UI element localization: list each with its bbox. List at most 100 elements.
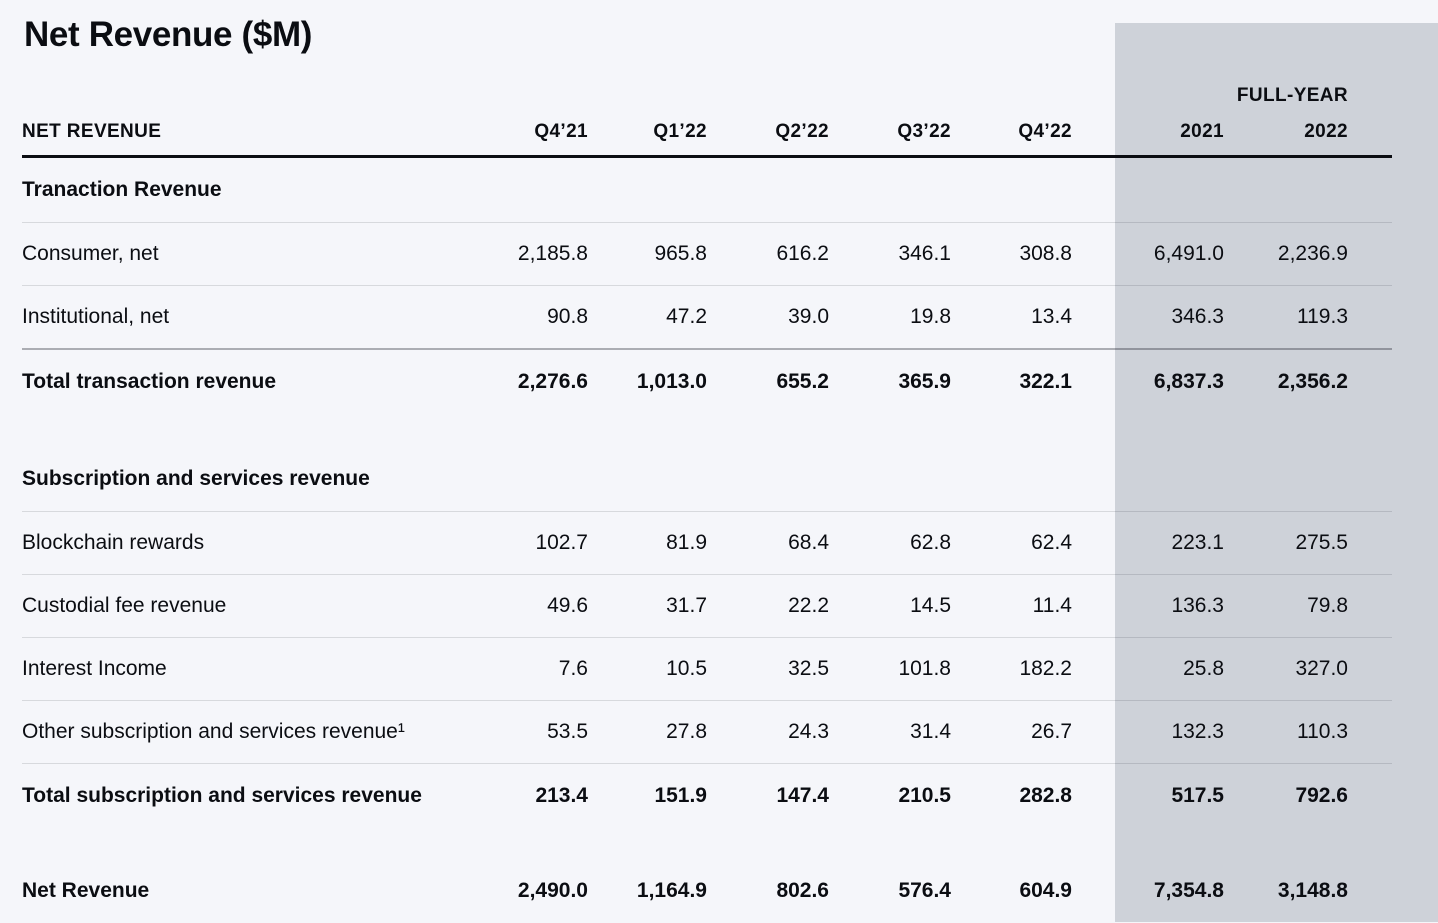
row-label: Blockchain rewards (22, 531, 205, 554)
row-label: Interest Income (22, 657, 167, 680)
page-title: Net Revenue ($M) (24, 15, 313, 54)
cell-q4-21: 53.5 (547, 720, 588, 743)
cell-q2-22: 22.2 (788, 594, 829, 617)
full-year-highlight-band (1115, 23, 1438, 922)
cell-q1-22: 81.9 (666, 531, 707, 554)
table-body: Tranaction Revenue Consumer, net 2,185.8… (22, 158, 1392, 923)
table-row: Total transaction revenue 2,276.6 1,013.… (22, 350, 1392, 414)
cell-fy-2021: 6,837.3 (1153, 370, 1224, 393)
cell-q3-22: 210.5 (898, 784, 951, 807)
cell-q2-22: 39.0 (788, 305, 829, 328)
table-row: Interest Income 7.6 10.5 32.5 101.8 182.… (22, 638, 1392, 701)
cell-q4-21: 7.6 (558, 657, 588, 680)
table-row: Other subscription and services revenue¹… (22, 701, 1392, 764)
table-row: Subscription and services revenue (22, 447, 1392, 512)
column-header-q2-22: Q2’22 (775, 121, 829, 142)
table-row: Total subscription and services revenue … (22, 764, 1392, 828)
column-header-net-revenue: NET REVENUE (22, 121, 162, 142)
cell-q1-22: 27.8 (666, 720, 707, 743)
cell-fy-2022: 275.5 (1295, 531, 1348, 554)
cell-fy-2022: 119.3 (1297, 305, 1348, 328)
cell-fy-2022: 79.8 (1307, 594, 1348, 617)
cell-q4-21: 102.7 (535, 531, 588, 554)
cell-fy-2021: 223.1 (1171, 531, 1224, 554)
row-label: Subscription and services revenue (22, 467, 370, 490)
cell-q4-22: 13.4 (1031, 305, 1072, 328)
table-row: Blockchain rewards 102.7 81.9 68.4 62.8 … (22, 512, 1392, 575)
table-header-row: NET REVENUE Q4’21 Q1’22 Q2’22 Q3’22 Q4’2… (22, 107, 1392, 155)
cell-fy-2021: 136.3 (1171, 594, 1224, 617)
full-year-header-row: FULL-YEAR (22, 81, 1392, 107)
cell-q4-22: 308.8 (1019, 242, 1072, 265)
cell-fy-2022: 110.3 (1297, 720, 1348, 743)
column-header-fy-2022: 2022 (1304, 121, 1348, 142)
row-label: Total transaction revenue (22, 370, 277, 393)
row-label: Other subscription and services revenue¹ (22, 720, 405, 743)
cell-q3-22: 346.1 (898, 242, 951, 265)
cell-q1-22: 1,164.9 (636, 879, 707, 902)
cell-q1-22: 10.5 (666, 657, 707, 680)
cell-q4-22: 11.4 (1032, 594, 1072, 617)
cell-q4-22: 26.7 (1031, 720, 1072, 743)
cell-fy-2021: 346.3 (1171, 305, 1224, 328)
row-label: Net Revenue (22, 879, 150, 902)
cell-fy-2022: 3,148.8 (1277, 879, 1348, 902)
row-label: Tranaction Revenue (22, 178, 222, 201)
table-row: Net Revenue 2,490.0 1,164.9 802.6 576.4 … (22, 859, 1392, 923)
cell-q4-21: 2,490.0 (517, 879, 588, 902)
cell-q4-21: 90.8 (547, 305, 588, 328)
table-row: Institutional, net 90.8 47.2 39.0 19.8 1… (22, 286, 1392, 350)
cell-q1-22: 47.2 (666, 305, 707, 328)
table-row: Tranaction Revenue (22, 158, 1392, 223)
row-label: Consumer, net (22, 242, 159, 265)
table-row: Custodial fee revenue 49.6 31.7 22.2 14.… (22, 575, 1392, 638)
cell-q4-21: 2,185.8 (517, 242, 588, 265)
cell-q3-22: 101.8 (898, 657, 951, 680)
header-divider (22, 155, 1392, 158)
column-header-q4-21: Q4’21 (534, 121, 588, 142)
cell-fy-2021: 7,354.8 (1153, 879, 1224, 902)
cell-fy-2022: 792.6 (1295, 784, 1348, 807)
full-year-header: FULL-YEAR (1236, 85, 1348, 106)
row-label: Custodial fee revenue (22, 594, 227, 617)
cell-fy-2021: 25.8 (1183, 657, 1224, 680)
column-header-q4-22: Q4’22 (1018, 121, 1072, 142)
row-label: Institutional, net (22, 305, 170, 328)
cell-q3-22: 365.9 (898, 370, 951, 393)
cell-q3-22: 576.4 (898, 879, 951, 902)
cell-q2-22: 24.3 (788, 720, 829, 743)
cell-q1-22: 31.7 (666, 594, 707, 617)
cell-q4-22: 604.9 (1019, 879, 1072, 902)
column-header-fy-2021: 2021 (1180, 121, 1224, 142)
cell-q4-21: 2,276.6 (517, 370, 588, 393)
column-header-q3-22: Q3’22 (897, 121, 951, 142)
row-label: Total subscription and services revenue (22, 784, 422, 807)
cell-fy-2021: 6,491.0 (1153, 242, 1224, 265)
cell-q4-22: 182.2 (1019, 657, 1072, 680)
cell-fy-2021: 132.3 (1171, 720, 1224, 743)
column-header-q1-22: Q1’22 (653, 121, 707, 142)
cell-q2-22: 32.5 (788, 657, 829, 680)
cell-fy-2022: 2,356.2 (1277, 370, 1348, 393)
cell-q3-22: 31.4 (910, 720, 951, 743)
cell-q4-22: 322.1 (1019, 370, 1072, 393)
cell-q3-22: 19.8 (910, 305, 951, 328)
cell-fy-2022: 2,236.9 (1277, 242, 1348, 265)
cell-fy-2021: 517.5 (1171, 784, 1224, 807)
cell-q1-22: 151.9 (654, 784, 707, 807)
cell-q2-22: 802.6 (776, 879, 829, 902)
cell-q3-22: 14.5 (910, 594, 951, 617)
cell-q3-22: 62.8 (910, 531, 951, 554)
cell-q4-22: 62.4 (1031, 531, 1072, 554)
net-revenue-table: Net Revenue ($M) FULL-YEAR NET REVENUE Q… (22, 17, 1392, 923)
cell-q1-22: 1,013.0 (636, 370, 707, 393)
cell-q2-22: 616.2 (776, 242, 829, 265)
cell-q1-22: 965.8 (654, 242, 707, 265)
cell-q2-22: 655.2 (776, 370, 829, 393)
cell-q2-22: 68.4 (788, 531, 829, 554)
cell-q4-21: 213.4 (535, 784, 588, 807)
cell-q4-22: 282.8 (1019, 784, 1072, 807)
cell-q2-22: 147.4 (776, 784, 829, 807)
cell-fy-2022: 327.0 (1295, 657, 1348, 680)
table-row: Consumer, net 2,185.8 965.8 616.2 346.1 … (22, 223, 1392, 286)
